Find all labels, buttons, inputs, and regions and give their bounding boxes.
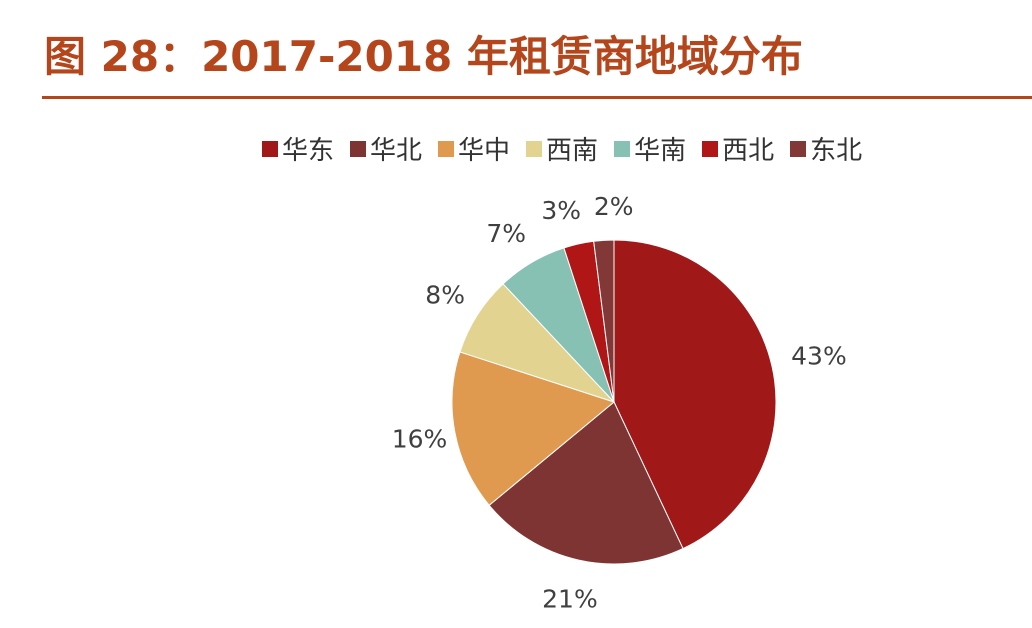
pie-label-3: 8% bbox=[425, 280, 465, 309]
legend-swatch-5 bbox=[702, 140, 719, 157]
pie-slice-1 bbox=[488, 401, 684, 565]
legend-item-4: 华南 bbox=[614, 130, 686, 167]
legend-item-6: 东北 bbox=[790, 130, 862, 167]
legend-item-2: 华中 bbox=[438, 130, 510, 167]
legend-label-0: 华东 bbox=[282, 136, 335, 166]
pie-label-4: 7% bbox=[486, 219, 526, 248]
pie-slice-2 bbox=[451, 351, 616, 506]
legend-swatch-3 bbox=[526, 140, 543, 157]
legend-label-3: 西南 bbox=[546, 136, 599, 166]
legend-label-1: 华北 bbox=[370, 136, 423, 166]
legend-swatch-2 bbox=[438, 140, 455, 157]
legend-item-1: 华北 bbox=[350, 130, 422, 167]
legend-item-5: 西北 bbox=[702, 130, 774, 167]
chart-legend: 华东 华北 华中 西南 华南 西北 东北 bbox=[262, 130, 862, 167]
legend-item-0: 华东 bbox=[262, 130, 334, 167]
pie-labels: 43% 21% 16% 8% 7% 3% 2% bbox=[392, 192, 847, 614]
legend-swatch-6 bbox=[790, 140, 807, 157]
legend-swatch-1 bbox=[350, 140, 367, 157]
legend-swatch-4 bbox=[614, 140, 631, 157]
legend-label-4: 华南 bbox=[634, 136, 687, 166]
legend-label-2: 华中 bbox=[458, 136, 511, 166]
pie-slice-0 bbox=[613, 239, 777, 550]
page-title: 图 28：2017-2018 年租赁商地域分布 bbox=[44, 32, 803, 81]
legend-label-5: 西北 bbox=[722, 136, 775, 166]
legend-item-3: 西南 bbox=[526, 130, 598, 167]
pie-label-5: 3% bbox=[541, 196, 581, 225]
pie-label-6: 2% bbox=[594, 192, 634, 221]
legend-label-6: 东北 bbox=[810, 136, 863, 166]
title-underline bbox=[42, 96, 1032, 99]
pie-label-1: 21% bbox=[542, 585, 598, 614]
pie-label-2: 16% bbox=[392, 425, 448, 454]
pie-slices bbox=[451, 239, 777, 565]
pie-slice-6 bbox=[593, 239, 615, 403]
legend-swatch-0 bbox=[262, 140, 278, 157]
pie-label-0: 43% bbox=[791, 342, 847, 371]
